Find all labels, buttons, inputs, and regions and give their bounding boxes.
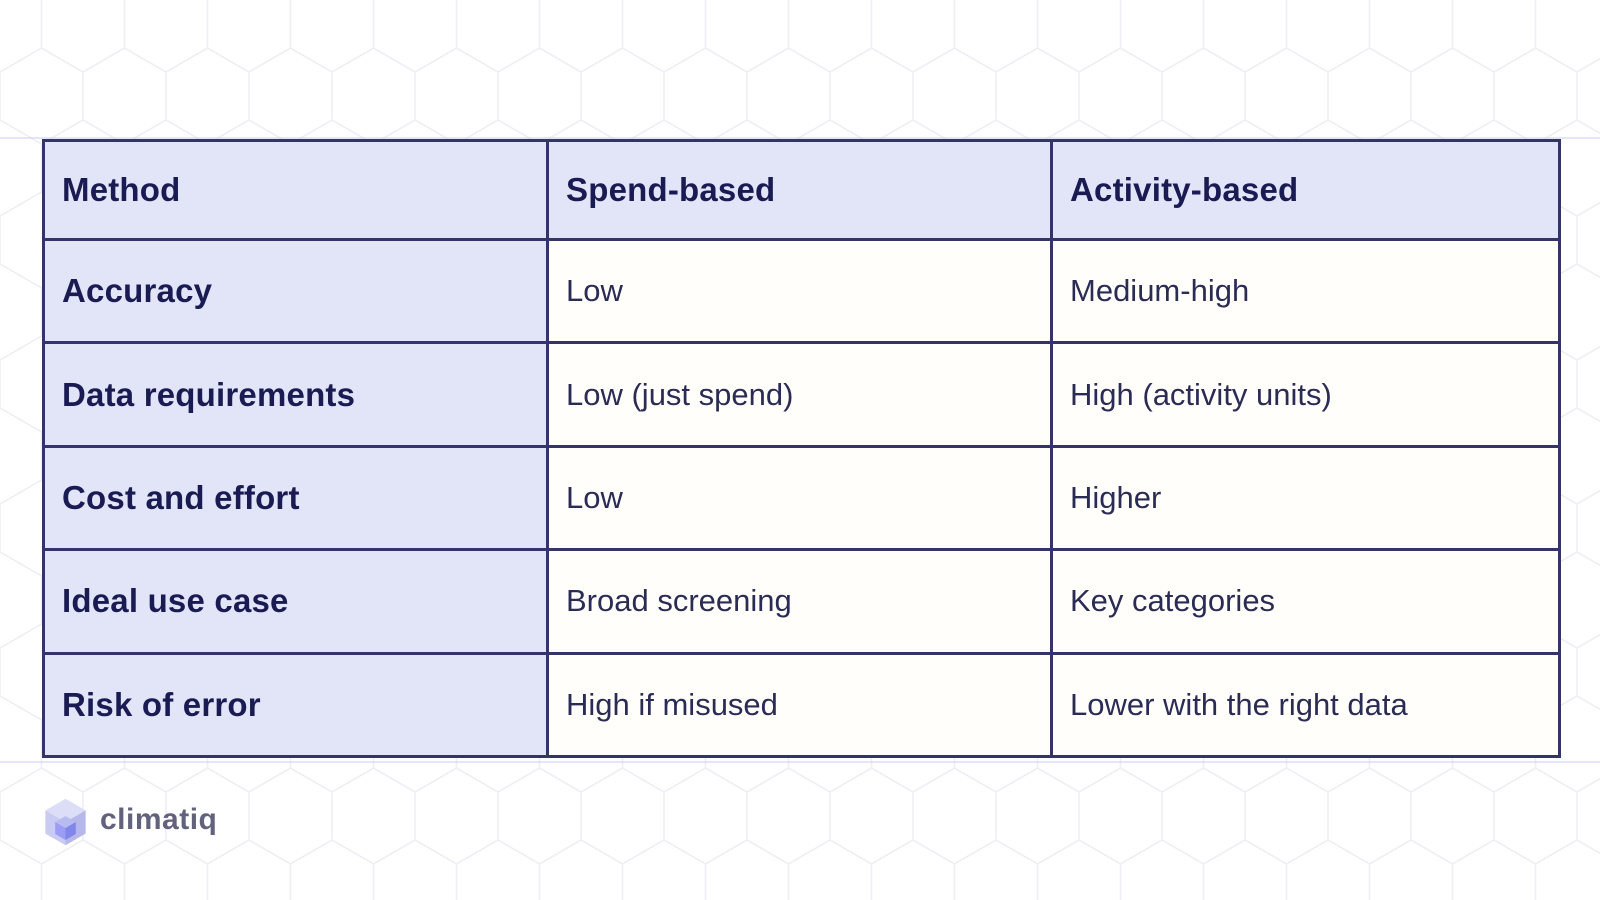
cell-ideal-use-case-spend: Broad screening <box>546 548 1053 655</box>
cell-risk-of-error-activity: Lower with the right data <box>1050 651 1561 759</box>
cell-data-requirements-spend: Low (just spend) <box>546 341 1053 448</box>
table-row: Risk of error High if misused Lower with… <box>42 651 1561 759</box>
row-label-data-requirements: Data requirements <box>42 341 549 448</box>
table-row: Cost and effort Low Higher <box>42 444 1561 552</box>
row-label-accuracy: Accuracy <box>42 237 549 345</box>
cell-data-requirements-activity: High (activity units) <box>1050 341 1561 448</box>
table-row: Ideal use case Broad screening Key categ… <box>42 548 1561 655</box>
climatiq-logo: climatiq <box>44 797 217 847</box>
header-cell-method: Method <box>42 139 549 241</box>
cell-accuracy-spend: Low <box>546 237 1053 345</box>
header-cell-spend-based: Spend-based <box>546 139 1053 241</box>
header-row: Method Spend-based Activity-based <box>42 139 1561 241</box>
row-label-ideal-use-case: Ideal use case <box>42 548 549 655</box>
accent-line-bottom <box>0 761 1600 763</box>
table-row: Accuracy Low Medium-high <box>42 237 1561 345</box>
row-label-cost-and-effort: Cost and effort <box>42 444 549 552</box>
cell-ideal-use-case-activity: Key categories <box>1050 548 1561 655</box>
cell-accuracy-activity: Medium-high <box>1050 237 1561 345</box>
table-row: Data requirements Low (just spend) High … <box>42 341 1561 448</box>
header-cell-activity-based: Activity-based <box>1050 139 1561 241</box>
accent-line-top <box>0 137 1600 139</box>
cell-cost-and-effort-activity: Higher <box>1050 444 1561 552</box>
cell-risk-of-error-spend: High if misused <box>546 651 1053 759</box>
comparison-table: Method Spend-based Activity-based Accura… <box>42 139 1561 759</box>
logo-wordmark: climatiq <box>100 803 218 836</box>
row-label-risk-of-error: Risk of error <box>42 651 549 759</box>
cell-cost-and-effort-spend: Low <box>546 444 1053 552</box>
cube-logo-icon <box>44 797 87 847</box>
